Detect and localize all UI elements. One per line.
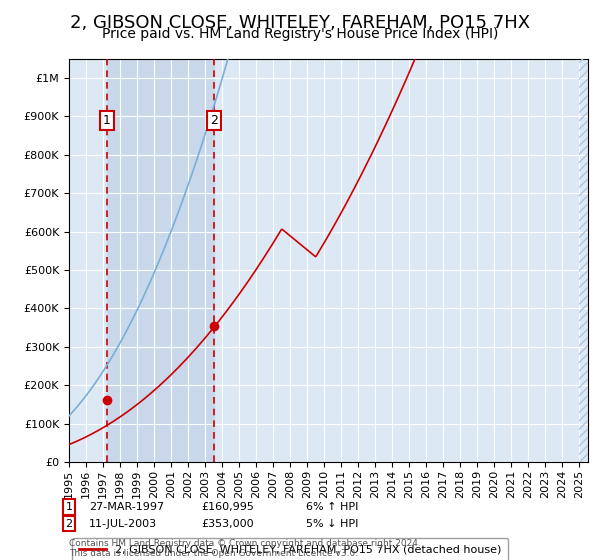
Text: 1: 1 — [65, 502, 73, 512]
Text: 6% ↑ HPI: 6% ↑ HPI — [306, 502, 358, 512]
Text: £353,000: £353,000 — [201, 519, 254, 529]
Text: 11-JUL-2003: 11-JUL-2003 — [89, 519, 157, 529]
Text: 27-MAR-1997: 27-MAR-1997 — [89, 502, 164, 512]
Text: Contains HM Land Registry data © Crown copyright and database right 2024.
This d: Contains HM Land Registry data © Crown c… — [69, 539, 421, 558]
Text: 2: 2 — [65, 519, 73, 529]
Text: 2: 2 — [211, 114, 218, 127]
Text: 1: 1 — [103, 114, 111, 127]
Bar — [107, 59, 214, 462]
Text: £160,995: £160,995 — [201, 502, 254, 512]
Text: 5% ↓ HPI: 5% ↓ HPI — [306, 519, 358, 529]
Bar — [580, 59, 588, 462]
Text: Price paid vs. HM Land Registry's House Price Index (HPI): Price paid vs. HM Land Registry's House … — [102, 27, 498, 41]
Text: 2, GIBSON CLOSE, WHITELEY, FAREHAM, PO15 7HX: 2, GIBSON CLOSE, WHITELEY, FAREHAM, PO15… — [70, 14, 530, 32]
Legend: 2, GIBSON CLOSE, WHITELEY, FAREHAM, PO15 7HX (detached house), HPI: Average pric: 2, GIBSON CLOSE, WHITELEY, FAREHAM, PO15… — [72, 538, 508, 560]
